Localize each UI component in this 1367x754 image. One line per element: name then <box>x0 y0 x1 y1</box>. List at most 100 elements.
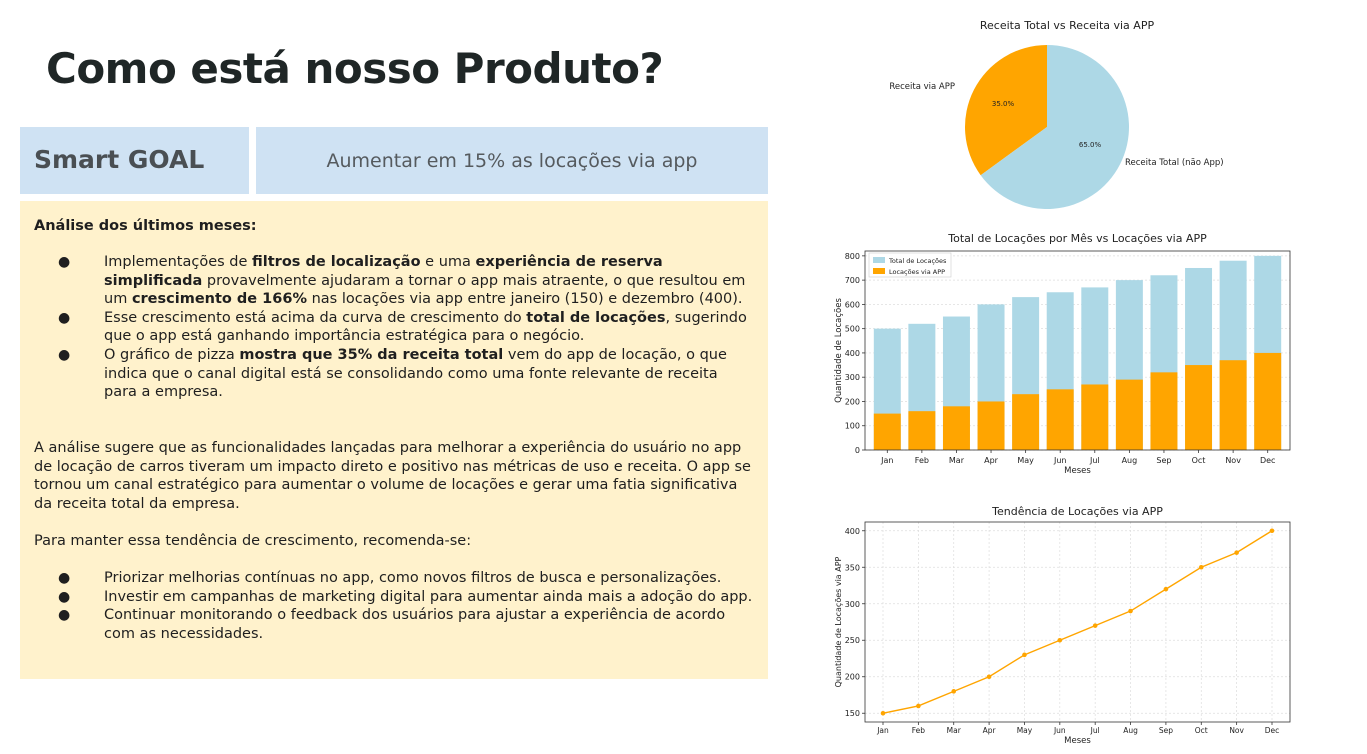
bar <box>873 413 901 450</box>
line-chart-title: Tendência de Locações via APP <box>991 505 1163 518</box>
pie-pct-label: 35.0% <box>992 100 1015 108</box>
analysis-heading: Análise dos últimos meses: <box>34 218 257 234</box>
line-point <box>1092 623 1098 628</box>
bar-x-tick-label: Oct <box>1192 456 1206 465</box>
line-x-tick-label: Aug <box>1123 726 1138 735</box>
bar-y-tick-label: 300 <box>845 373 860 382</box>
recommendation-text: Priorizar melhorias contínuas no app, co… <box>104 570 722 586</box>
line-y-tick-label: 250 <box>845 636 860 645</box>
line-y-tick-label: 400 <box>845 527 860 536</box>
bar-y-tick-label: 100 <box>845 422 860 431</box>
bullet-emphasis: crescimento de 166% <box>131 291 307 308</box>
bar-legend-swatch <box>873 268 885 274</box>
bar <box>1012 394 1040 450</box>
smart-goal-text: Aumentar em 15% as locações via app <box>326 149 698 172</box>
bar-x-tick-label: Jun <box>1053 456 1067 465</box>
bullet-dot: ● <box>58 607 71 624</box>
bullet-dot: ● <box>58 346 71 363</box>
bullet-text: O gráfico de pizza <box>104 346 240 363</box>
bar-x-tick-label: Aug <box>1122 456 1138 465</box>
line-point <box>1234 550 1239 555</box>
bar-x-tick-label: Nov <box>1225 456 1241 465</box>
line-point <box>1022 652 1027 658</box>
recommendation-item: ● Continuar monitorando o feedback dos us… <box>20 606 754 643</box>
bar-legend-swatch <box>873 257 885 263</box>
bullet-text: Esse crescimento está acima da curva de … <box>104 309 527 326</box>
smart-goal-text-box: Aumentar em 15% as locações via app <box>256 127 768 194</box>
bar <box>1185 365 1213 450</box>
pie-slice <box>965 45 1047 176</box>
bar-y-tick-label: 200 <box>845 397 860 406</box>
bar-legend-label: Locações via APP <box>889 268 945 276</box>
bullet-emphasis: total de locações <box>526 309 666 326</box>
bar-x-tick-label: Jul <box>1089 456 1100 465</box>
line-x-tick-label: Apr <box>983 726 997 735</box>
bar-y-tick-label: 500 <box>845 325 860 334</box>
bullet-emphasis: experiência de reserva simplificada <box>104 254 663 289</box>
bullet-emphasis: mostra que 35% da receita total <box>239 346 504 363</box>
bar-x-tick-label: Apr <box>984 456 999 465</box>
line-point <box>1163 586 1169 592</box>
line-point <box>1128 608 1133 614</box>
bar-plot-frame <box>864 250 1291 451</box>
recommendation-intro: Para manter essa tendência de cresciment… <box>34 533 472 549</box>
bar <box>1081 384 1109 450</box>
bullet-emphasis: filtros de localização <box>252 254 421 270</box>
line-y-tick-label: 200 <box>845 673 860 682</box>
bar-y-tick-label: 400 <box>845 349 860 358</box>
bar-x-tick-label: Mar <box>949 456 965 465</box>
line-x-axis-label: Meses <box>1064 736 1091 746</box>
bar-y-tick-label: 800 <box>845 252 860 261</box>
line-x-tick-label: Mar <box>947 726 962 735</box>
line-x-tick-label: Feb <box>912 726 926 735</box>
smart-goal-label: Smart GOAL <box>34 145 205 174</box>
line-y-tick-label: 300 <box>845 600 860 609</box>
analysis-bullet-list: ● Implementações de filtros de localizaçã… <box>20 253 754 402</box>
analysis-panel: Análise dos últimos meses: ● Implementaçõ… <box>20 201 768 679</box>
line-y-tick-label: 350 <box>845 563 860 572</box>
bullet-dot: ● <box>58 254 71 270</box>
bar-x-tick-label: Jan <box>880 456 893 465</box>
pie-pct-label: 65.0% <box>1079 141 1102 149</box>
line-point <box>951 689 957 694</box>
bar-x-tick-label: May <box>1017 456 1034 465</box>
pie-chart: Receita Total vs Receita via APP Receita … <box>889 19 1224 210</box>
bar-y-tick-label: 0 <box>855 446 860 455</box>
recommendation-item: ● Priorizar melhorias contínuas no app, c… <box>20 569 754 588</box>
line-point <box>880 710 886 716</box>
line-x-tick-label: Dec <box>1265 726 1280 735</box>
line-point <box>986 674 992 680</box>
analysis-bullet-item: ● Implementações de filtros de localizaçã… <box>20 253 754 309</box>
line-point <box>1198 564 1204 570</box>
bullet-dot: ● <box>58 309 71 326</box>
pie-slice-label: Receita via APP <box>889 82 955 92</box>
line-x-tick-label: May <box>1017 726 1033 735</box>
bullet-dot: ● <box>58 570 71 586</box>
line-point <box>1057 637 1063 643</box>
bar-chart-title: Total de Locações por Mês vs Locações vi… <box>947 232 1207 245</box>
analysis-paragraph: A análise sugere que as funcionalidades … <box>34 440 751 512</box>
bullet-text: vem do app de locação, o que indica que … <box>104 346 727 401</box>
recommendation-item: ● Investir em campanhas de marketing digi… <box>20 588 754 607</box>
line-series <box>882 530 1273 714</box>
bar-x-axis-label: Meses <box>1064 466 1091 475</box>
line-point <box>1269 528 1275 534</box>
bullet-text: provavelmente ajudaram a tornar o app ma… <box>104 272 746 308</box>
analysis-bullet-item: ● Esse crescimento está acima da curva de… <box>20 309 754 346</box>
bullet-text: , sugerindo que o app está ganhando impo… <box>104 309 747 345</box>
bar <box>942 406 970 450</box>
bar-y-axis-label: Quantidade de Locações <box>834 298 844 403</box>
line-y-tick-label: 150 <box>845 709 860 718</box>
pie-title: Receita Total vs Receita via APP <box>980 19 1155 32</box>
bar <box>1150 372 1178 450</box>
pie-slice-label: Receita Total (não App) <box>1125 158 1224 168</box>
bar <box>1115 379 1143 450</box>
bar <box>1254 352 1282 450</box>
bar <box>908 411 936 450</box>
line-x-tick-label: Oct <box>1195 726 1208 735</box>
line-x-tick-label: Sep <box>1159 726 1173 735</box>
line-x-tick-label: Jul <box>1090 726 1100 735</box>
line-x-tick-label: Jun <box>1053 726 1066 735</box>
line-plot-frame <box>864 521 1291 723</box>
bullet-text: nas locações via app entre janeiro (150)… <box>306 291 743 308</box>
